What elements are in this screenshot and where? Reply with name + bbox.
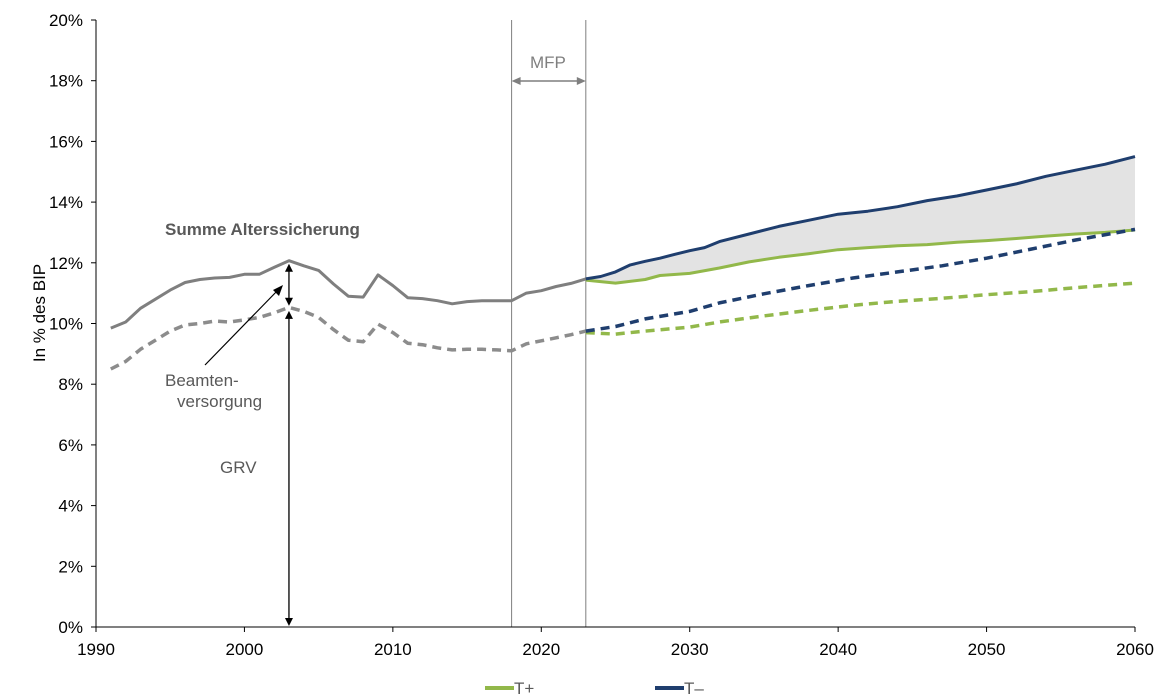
series-line-tminus_total: [585, 155, 1136, 281]
y-tick-label: 14%: [49, 193, 83, 212]
y-tick-label: 8%: [58, 375, 83, 394]
x-tick-label: 2040: [819, 640, 857, 659]
beamten-span-top-arrowhead: [284, 263, 293, 272]
grv-label: GRV: [220, 458, 257, 477]
series-layer: [110, 155, 1136, 371]
series-line-hist_grv: [110, 305, 587, 371]
series-line-tminus_grv: [585, 227, 1136, 333]
x-tick-label: 2030: [671, 640, 709, 659]
legend: T+ T–: [485, 679, 704, 697]
y-tick-label: 4%: [58, 497, 83, 516]
y-tick-label: 2%: [58, 557, 83, 576]
beamten-pointer-line: [204, 288, 280, 366]
beamten-label-line1: Beamten-: [165, 371, 239, 390]
mfp-arrow-left-head: [511, 77, 521, 85]
beamten-span-bottom-arrowhead: [284, 297, 293, 306]
beamten-label-line2: versorgung: [177, 392, 262, 411]
y-tick-label: 10%: [49, 315, 83, 334]
legend-label-tplus: T+: [514, 679, 534, 697]
x-tick-label: 2010: [374, 640, 412, 659]
x-tick-label: 2020: [522, 640, 560, 659]
series-line-tplus_total: [585, 228, 1136, 285]
y-axis-title: In % des BIP: [30, 264, 49, 362]
x-tick-label: 2000: [226, 640, 264, 659]
y-tick-label: 20%: [49, 11, 83, 30]
legend-label-tminus: T–: [684, 679, 704, 697]
x-tick-label: 1990: [77, 640, 115, 659]
grv-span-top-arrowhead: [284, 310, 293, 319]
mfp-label: MFP: [530, 53, 566, 72]
summe-label: Summe Alterssicherung: [165, 220, 360, 239]
y-tick-label: 16%: [49, 132, 83, 151]
guide-lines-layer: [511, 20, 587, 627]
y-tick-label: 6%: [58, 436, 83, 455]
beamten-pointer-arrowhead: [273, 285, 283, 296]
annotations-layer: Summe Alterssicherung Beamten- versorgun…: [30, 53, 566, 626]
series-line-tplus_grv: [585, 281, 1136, 336]
y-tick-label: 12%: [49, 254, 83, 273]
series-line-hist_total: [110, 259, 587, 330]
x-tick-label: 2060: [1116, 640, 1154, 659]
x-tick-label: 2050: [968, 640, 1006, 659]
grv-span-bottom-arrowhead: [284, 618, 293, 626]
y-tick-label: 18%: [49, 72, 83, 91]
mfp-arrow-right-head: [576, 77, 586, 85]
y-tick-label: 0%: [58, 618, 83, 637]
axes-layer: 0% 2% 4% 6% 8% 10% 12% 14% 16% 18% 20% 1990 2000 2010…: [49, 11, 1154, 659]
